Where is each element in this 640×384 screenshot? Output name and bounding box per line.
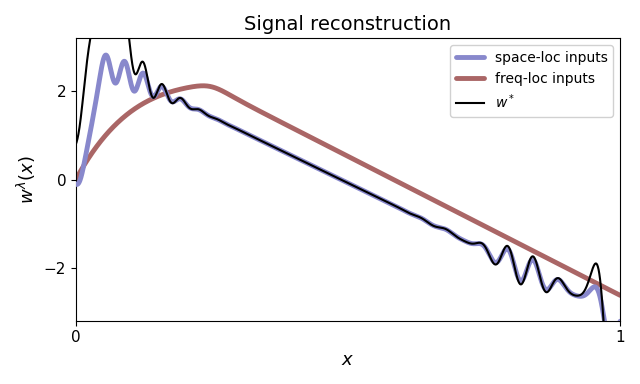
Y-axis label: $w^\lambda(x)$: $w^\lambda(x)$ xyxy=(15,155,38,204)
freq-loc inputs xyxy=(616,293,624,298)
$w^*$ xyxy=(134,68,142,73)
space-loc inputs xyxy=(281,150,289,155)
X-axis label: $x$: $x$ xyxy=(341,351,355,369)
space-loc inputs xyxy=(305,161,312,166)
space-loc inputs xyxy=(616,319,624,323)
freq-loc inputs xyxy=(134,104,142,109)
space-loc inputs xyxy=(102,53,109,57)
space-loc inputs xyxy=(166,98,174,103)
$w^*$ xyxy=(547,285,555,289)
$w^*$ xyxy=(305,161,312,166)
space-loc inputs xyxy=(607,341,614,346)
space-loc inputs xyxy=(606,340,614,345)
freq-loc inputs xyxy=(305,134,312,138)
Line: $w^*$: $w^*$ xyxy=(76,0,620,384)
space-loc inputs xyxy=(134,82,142,86)
Line: freq-loc inputs: freq-loc inputs xyxy=(76,86,620,295)
$w^*$ xyxy=(72,142,80,147)
freq-loc inputs xyxy=(166,89,174,94)
Line: space-loc inputs: space-loc inputs xyxy=(76,55,620,343)
freq-loc inputs xyxy=(606,288,614,292)
$w^*$ xyxy=(281,150,289,155)
$w^*$ xyxy=(616,349,624,353)
Legend: space-loc inputs, freq-loc inputs, $w^*$: space-loc inputs, freq-loc inputs, $w^*$ xyxy=(451,45,613,117)
Title: Signal reconstruction: Signal reconstruction xyxy=(244,15,452,34)
$w^*$ xyxy=(166,99,174,104)
freq-loc inputs xyxy=(547,258,555,262)
freq-loc inputs xyxy=(199,83,207,88)
freq-loc inputs xyxy=(72,177,80,182)
space-loc inputs xyxy=(547,284,555,288)
freq-loc inputs xyxy=(281,122,289,126)
space-loc inputs xyxy=(72,182,80,186)
